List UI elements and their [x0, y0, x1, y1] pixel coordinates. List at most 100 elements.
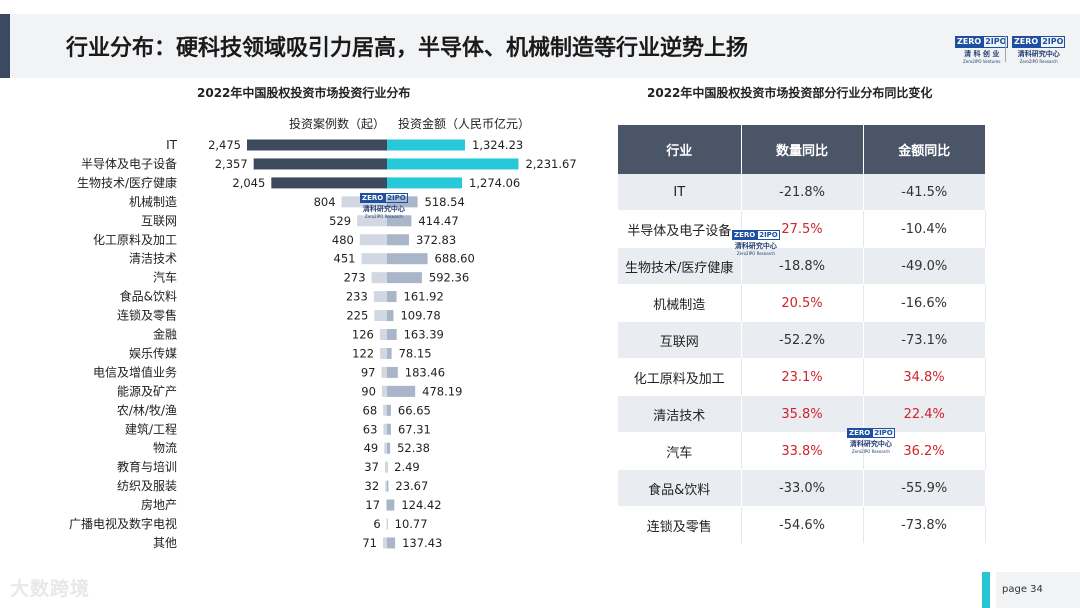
- amount-value-label: 66.65: [398, 403, 431, 417]
- col-header-industry: 行业: [618, 125, 742, 174]
- count-bar: [381, 366, 387, 378]
- category-label: 建筑/工程: [125, 421, 177, 436]
- amount-bar: [387, 442, 391, 454]
- cell-count-yoy: 27.5%: [741, 210, 864, 248]
- count-value-label: 2,045: [232, 176, 265, 190]
- category-label: 纺织及服装: [117, 479, 177, 493]
- amount-bar: [387, 499, 395, 511]
- amount-bar: [387, 196, 418, 208]
- amount-value-label: 1,324.23: [472, 138, 523, 152]
- amount-value-label: 161.92: [404, 290, 444, 304]
- count-value-label: 804: [314, 195, 336, 209]
- category-label: 半导体及电子设备: [81, 157, 177, 171]
- amount-value-label: 183.46: [405, 365, 445, 379]
- count-bar: [371, 272, 387, 284]
- table-row: IT -21.8% -41.5%: [618, 174, 985, 211]
- cell-industry: 化工原料及加工: [618, 358, 742, 396]
- category-label: 生物技术/医疗健康: [77, 175, 177, 190]
- amount-value-label: 163.39: [404, 328, 444, 342]
- bar-chart-title: 2022年中国股权投资市场投资行业分布: [197, 86, 411, 100]
- cell-count-yoy: -21.8%: [741, 174, 864, 211]
- amount-bar: [387, 480, 389, 492]
- amount-bar: [387, 310, 394, 322]
- amount-bar: [387, 404, 391, 416]
- cell-amount-yoy: -49.0%: [863, 247, 985, 285]
- count-value-label: 126: [352, 328, 374, 342]
- table-row: 汽车 33.8% 36.2%: [618, 432, 986, 470]
- amount-bar: [387, 272, 422, 284]
- count-value-label: 97: [361, 365, 376, 379]
- amount-bar: [387, 177, 463, 189]
- amount-value-label: 137.43: [402, 536, 442, 550]
- table-row: 连锁及零售 -54.6% -73.8%: [618, 506, 986, 544]
- footer-watermark: 大数跨境: [10, 578, 91, 600]
- count-bar: [386, 518, 388, 530]
- count-bar: [361, 253, 387, 265]
- cell-industry: 机械制造: [618, 284, 742, 322]
- cell-amount-yoy: -16.6%: [863, 284, 986, 322]
- count-bar: [383, 404, 387, 416]
- count-value-label: 68: [363, 403, 378, 417]
- amount-value-label: 414.47: [418, 214, 458, 228]
- category-label: 金融: [153, 327, 177, 342]
- category-label: 化工原料及加工: [93, 233, 177, 247]
- count-bar: [357, 215, 387, 227]
- count-bar: [382, 537, 387, 549]
- cell-industry: IT: [618, 174, 742, 211]
- category-label: 物流: [153, 441, 177, 455]
- table-row: 半导体及电子设备 27.5% -10.4%: [618, 210, 986, 248]
- table-header-row: 行业 数量同比 金额同比: [618, 125, 985, 174]
- yoy-table: 行业 数量同比 金额同比 IT -21.8% -41.5% 半导体及电子设备 27.5%…: [618, 125, 986, 544]
- amount-bar: [387, 329, 397, 340]
- cell-count-yoy: -52.2%: [741, 321, 864, 359]
- count-value-label: 273: [344, 271, 366, 285]
- cell-industry: 生物技术/医疗健康: [618, 247, 742, 285]
- cell-industry: 食品&饮料: [618, 469, 742, 507]
- cell-count-yoy: -54.6%: [741, 506, 864, 544]
- category-label: 互联网: [141, 214, 177, 228]
- count-bar: [253, 158, 387, 170]
- category-label: 农/林/牧/渔: [117, 403, 177, 417]
- amount-value-label: 124.42: [401, 498, 441, 512]
- category-label: 能源及矿产: [117, 384, 177, 398]
- legend-amount: 投资金额（人民币亿元）: [398, 117, 531, 131]
- col-header-count-yoy: 数量同比: [741, 125, 864, 174]
- count-bar: [380, 347, 387, 359]
- count-bar: [359, 234, 387, 246]
- cell-industry: 半导体及电子设备: [618, 210, 742, 248]
- count-value-label: 17: [365, 498, 380, 512]
- category-label: 房地产: [141, 497, 177, 512]
- amount-bar: [387, 139, 465, 151]
- amount-value-label: 2,231.67: [525, 157, 576, 171]
- category-label: 广播电视及数字电视: [69, 516, 177, 531]
- industry-bar-chart: IT 2,475 1,324.23 半导体及电子设备 2,357 2,231.67 生物技术…: [69, 138, 577, 550]
- table-row: 互联网 -52.2% -73.1%: [618, 321, 985, 359]
- amount-bar: [387, 518, 388, 530]
- cell-amount-yoy: 22.4%: [863, 395, 985, 433]
- amount-value-label: 592.36: [429, 271, 469, 285]
- count-bar: [384, 461, 387, 473]
- table-row: 食品&饮料 -33.0% -55.9%: [618, 469, 985, 507]
- count-bar: [385, 480, 387, 492]
- cell-count-yoy: -33.0%: [741, 469, 864, 507]
- count-bar: [247, 139, 387, 151]
- amount-value-label: 688.60: [435, 252, 475, 266]
- title-accent-bar: [0, 14, 10, 78]
- amount-value-label: 23.67: [395, 479, 428, 493]
- amount-bar: [387, 366, 398, 378]
- cell-amount-yoy: -10.4%: [863, 210, 986, 248]
- amount-bar: [387, 158, 519, 170]
- table-row: 化工原料及加工 23.1% 34.8%: [618, 358, 986, 396]
- amount-value-label: 478.19: [422, 384, 462, 398]
- amount-bar: [387, 253, 428, 265]
- cell-industry: 互联网: [618, 321, 742, 359]
- amount-bar: [387, 461, 388, 473]
- table-row: 机械制造 20.5% -16.6%: [618, 284, 986, 322]
- count-value-label: 451: [334, 252, 356, 266]
- page-accent-bar: [982, 572, 990, 608]
- amount-value-label: 109.78: [400, 309, 440, 323]
- page-title: 行业分布：硬科技领域吸引力居高，半导体、机械制造等行业逆势上扬: [66, 36, 749, 61]
- category-label: 教育与培训: [117, 459, 177, 474]
- category-label: 电信及增值业务: [93, 364, 177, 379]
- cell-industry: 清洁技术: [618, 395, 742, 433]
